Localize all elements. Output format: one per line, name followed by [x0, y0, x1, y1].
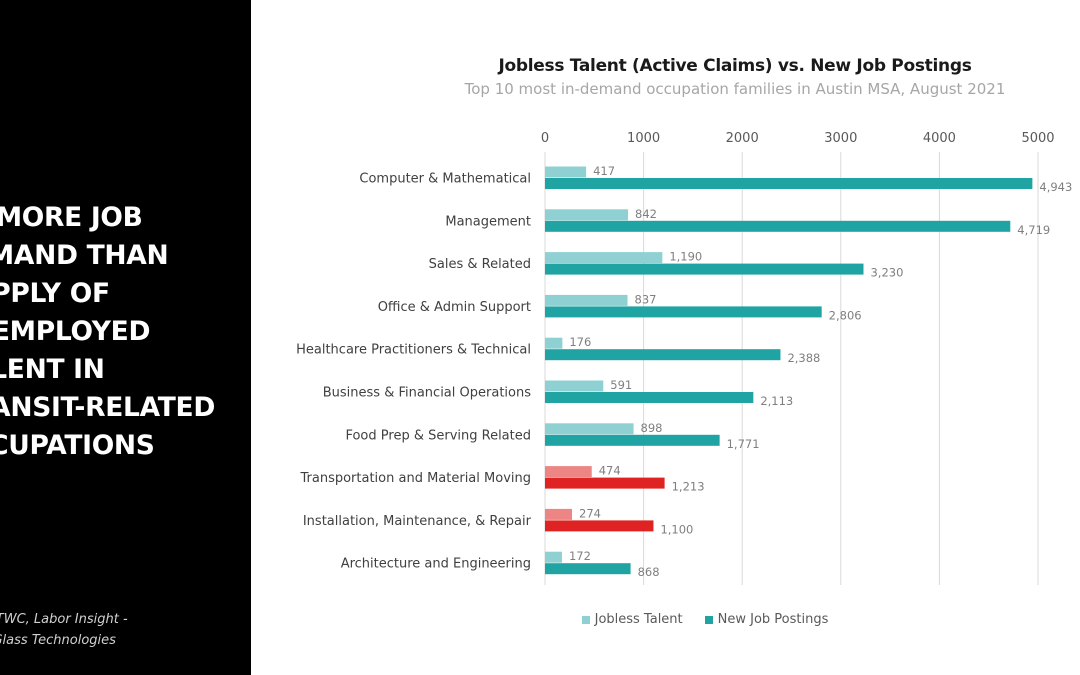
category-label-6: Food Prep & Serving Related	[345, 428, 531, 443]
headline-line-4: NEMPLOYED	[0, 316, 151, 347]
category-label-3: Office & Admin Support	[378, 300, 531, 315]
bar-postings-0	[545, 178, 1033, 189]
x-tick-label-2: 2000	[726, 131, 759, 146]
sources-line-2: ning Glass Technologies	[0, 633, 116, 648]
bar-jobless-1	[545, 209, 629, 221]
category-label-4: Healthcare Practitioners & Technical	[296, 343, 531, 358]
data-label-jobless-7: 474	[599, 464, 621, 478]
legend-label-postings: New Job Postings	[717, 612, 829, 627]
x-tick-label-3: 3000	[824, 131, 857, 146]
data-label-postings-1: 4,719	[1017, 223, 1050, 237]
data-label-postings-3: 2,806	[829, 308, 862, 322]
category-label-5: Business & Financial Operations	[323, 386, 531, 401]
data-label-jobless-2: 1,190	[669, 250, 702, 264]
bar-postings-2	[545, 263, 864, 275]
data-label-postings-2: 3,230	[870, 266, 903, 280]
chart-legend: Jobless Talent New Job Postings	[540, 612, 870, 627]
chart-subtitle: Top 10 most in-demand occupation familie…	[464, 80, 1006, 98]
legend-item-jobless: Jobless Talent	[581, 612, 683, 627]
category-label-8: Installation, Maintenance, & Repair	[303, 514, 532, 529]
data-label-postings-4: 2,388	[787, 351, 820, 365]
headline: x MORE JOB EMAND THAN UPPLY OF NEMPLOYED…	[0, 199, 251, 465]
data-label-jobless-5: 591	[610, 378, 632, 392]
data-label-jobless-8: 274	[579, 506, 601, 520]
headline-line-5: ALENT IN	[0, 354, 105, 385]
sources-note: rces: TWC, Labor Insight - ning Glass Te…	[0, 609, 128, 651]
bar-postings-9	[545, 563, 631, 575]
bar-jobless-2	[545, 252, 663, 264]
data-label-jobless-9: 172	[569, 549, 591, 563]
bar-postings-5	[545, 392, 754, 403]
category-label-0: Computer & Mathematical	[359, 172, 531, 187]
bar-jobless-7	[545, 466, 592, 478]
headline-line-3: UPPLY OF	[0, 278, 110, 309]
data-label-postings-8: 1,100	[660, 522, 693, 536]
legend-label-jobless: Jobless Talent	[594, 612, 683, 627]
legend-swatch-jobless	[581, 615, 590, 624]
legend-item-postings: New Job Postings	[704, 612, 829, 627]
data-label-postings-7: 1,213	[672, 480, 705, 494]
category-label-9: Architecture and Engineering	[341, 557, 531, 572]
data-label-postings-9: 868	[638, 565, 660, 579]
legend-swatch-postings	[704, 615, 713, 624]
headline-line-1-text: MORE JOB	[0, 202, 143, 233]
sources-line-1: rces: TWC, Labor Insight -	[0, 612, 128, 627]
bar-postings-6	[545, 434, 720, 446]
bar-jobless-5	[545, 380, 604, 392]
data-label-postings-5: 2,113	[760, 394, 793, 408]
bar-postings-1	[545, 220, 1011, 232]
headline-line-2: EMAND THAN	[0, 240, 169, 271]
x-tick-label-4: 4000	[923, 131, 956, 146]
bar-chart: 0 1000 2000 3000 4000 5000 Computer & Mathemat…	[296, 131, 1072, 585]
bar-jobless-0	[545, 166, 587, 178]
bar-postings-3	[545, 306, 822, 318]
category-label-1: Management	[445, 214, 531, 229]
bar-jobless-6	[545, 423, 634, 435]
category-label-7: Transportation and Material Moving	[299, 471, 531, 486]
bar-jobless-8	[545, 508, 573, 520]
bar-postings-8	[545, 520, 654, 532]
data-label-jobless-3: 837	[635, 292, 657, 306]
sidebar-panel: x MORE JOB EMAND THAN UPPLY OF NEMPLOYED…	[0, 0, 251, 675]
bar-jobless-4	[545, 337, 563, 349]
x-tick-label-0: 0	[541, 131, 549, 146]
data-label-jobless-1: 842	[635, 207, 657, 221]
x-tick-label-5: 5000	[1021, 131, 1054, 146]
chart-title: Jobless Talent (Active Claims) vs. New J…	[498, 56, 972, 76]
bar-jobless-3	[545, 294, 628, 306]
bar-postings-7	[545, 477, 665, 489]
data-label-jobless-4: 176	[569, 335, 591, 349]
x-tick-label-1: 1000	[627, 131, 660, 146]
headline-line-7: CCUPATIONS	[0, 430, 155, 461]
bar-jobless-9	[545, 551, 562, 563]
data-label-jobless-0: 417	[593, 164, 615, 178]
data-label-jobless-6: 898	[641, 421, 663, 435]
data-label-postings-6: 1,771	[727, 437, 760, 451]
data-label-postings-0: 4,943	[1039, 180, 1072, 194]
bar-postings-4	[545, 349, 781, 361]
headline-line-6: RANSIT-RELATED	[0, 392, 216, 423]
headline-line-1: x MORE JOB	[0, 199, 251, 237]
category-label-2: Sales & Related	[429, 257, 531, 272]
